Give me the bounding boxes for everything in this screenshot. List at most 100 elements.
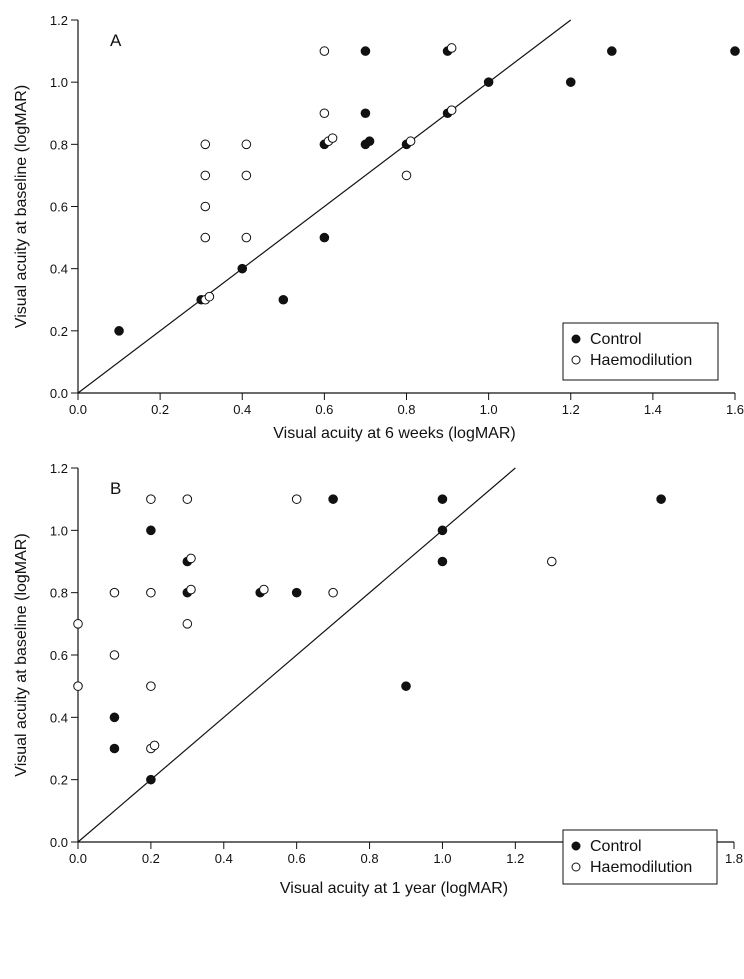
control-point [146,525,156,536]
y-tick-label: 0.2 [50,773,68,788]
control-point [114,326,124,336]
y-tick-label: 0.6 [50,648,68,663]
x-tick-label: 1.0 [433,851,451,866]
control-point [360,108,371,119]
x-tick-label: 1.0 [480,402,498,417]
x-tick-label: 0.0 [69,851,87,866]
haemodilution-point [146,681,156,691]
haemodilution-point [241,232,252,243]
x-tick-label: 0.0 [69,402,87,417]
x-tick-label: 0.4 [233,402,251,417]
haemodilution-point [146,587,156,598]
haemodilution-point [200,201,211,212]
haemodilution-point [291,494,302,504]
haemodilution-point [259,584,269,595]
x-tick-label: 1.8 [725,851,743,866]
x-tick-label: 0.6 [315,402,333,417]
haemodilution-point [200,232,211,243]
control-point [364,136,375,147]
control-point [319,232,330,243]
haemodilution-point [182,494,193,504]
haemodilution-point [186,584,196,595]
x-tick-label: 0.6 [288,851,306,866]
y-axis-label: Visual acuity at baseline (logMAR) [13,85,30,328]
legend-label: Haemodilution [590,859,692,876]
haemodilution-point [186,553,196,564]
haemodilution-point [200,170,211,181]
haemodilution-point [241,139,252,150]
series-control [114,46,740,336]
haemodilution-point [73,619,83,629]
control-point [607,46,617,56]
legend-marker-haemodilution [571,355,581,365]
legend: Control Haemodilution [562,322,719,381]
legend-label: Haemodilution [590,352,692,369]
haemodilution-point [204,291,215,302]
y-tick-label: 0.8 [50,586,68,601]
y-tick-label: 0.0 [50,835,68,850]
control-point [360,46,371,56]
haemodilution-point [446,105,457,115]
control-point [483,77,494,87]
control-point [146,774,156,785]
haemodilution-point [109,650,120,660]
x-tick-label: 1.2 [506,851,524,866]
panel-label: B [110,479,121,498]
y-tick-label: 0.4 [50,710,68,725]
legend-label: Control [590,838,642,855]
control-point [730,46,740,56]
y-axis-label: Visual acuity at baseline (logMAR) [13,533,30,776]
control-point [656,494,666,504]
legend-marker-control [571,334,581,344]
legend-marker-haemodilution [571,862,581,872]
control-point [109,743,120,754]
legend-label: Control [590,331,642,348]
control-point [278,294,289,305]
panel-label: A [110,31,122,50]
control-point [328,494,338,504]
y-tick-label: 0.2 [50,324,68,339]
legend-box [562,829,718,885]
control-point [565,77,576,87]
y-tick-label: 1.2 [50,461,68,476]
y-tick-label: 0.4 [50,262,68,277]
series-control [109,494,666,785]
haemodilution-point [109,587,120,598]
y-tick-label: 1.0 [50,523,68,538]
y-tick-label: 0.8 [50,137,68,152]
haemodilution-point [182,619,193,629]
control-point [237,263,248,274]
control-point [401,681,411,691]
haemodilution-point [200,139,211,150]
haemodilution-point [241,170,252,181]
identity-line [77,467,516,843]
haemodilution-point [328,587,338,598]
x-tick-label: 0.8 [361,851,379,866]
x-tick-label: 0.2 [142,851,160,866]
legend-marker-control [571,841,581,851]
control-point [437,556,448,567]
x-tick-label: 0.2 [151,402,169,417]
series-haemodilution [73,494,557,754]
x-axis-label: Visual acuity at 6 weeks (logMAR) [273,425,515,442]
chart-panel-b: 0.00.20.40.60.81.01.21.41.61.80.00.20.40… [13,461,743,897]
legend: Control Haemodilution [562,829,718,885]
y-tick-label: 1.2 [50,13,68,28]
haemodilution-point [405,136,416,147]
legend-box [562,322,719,381]
series-haemodilution [200,43,457,305]
haemodilution-point [73,681,83,691]
x-tick-label: 0.4 [215,851,233,866]
haemodilution-point [327,133,338,143]
control-point [291,587,302,598]
x-tick-label: 1.2 [562,402,580,417]
haemodilution-point [446,43,457,53]
x-tick-label: 1.6 [726,402,744,417]
haemodilution-point [401,170,412,181]
chart-panel-a: 0.0 0.2 0.4 0.6 0.8 1.0 1.2 1.4 1.6 0.0 0.2 0.4 0.6 0… [13,13,744,442]
haemodilution-point [319,108,330,119]
haemodilution-point [146,494,156,504]
y-tick-label: 0.0 [50,386,68,401]
y-tick-label: 1.0 [50,75,68,90]
